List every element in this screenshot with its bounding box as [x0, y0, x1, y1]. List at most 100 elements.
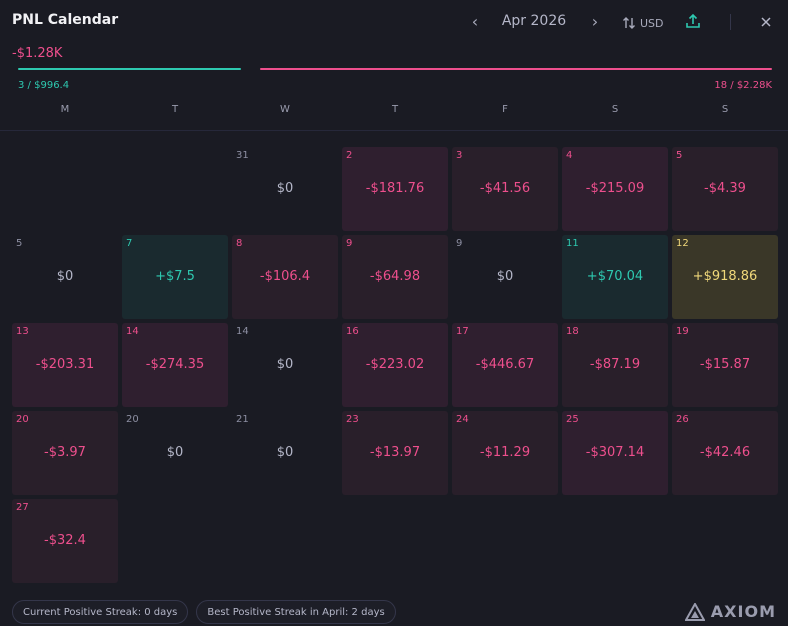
- calendar-header: PNL Calendar ‹ Apr 2026 › USD: [0, 0, 788, 44]
- negative-ratio-bar: [260, 68, 772, 70]
- currency-toggle-button[interactable]: USD: [622, 13, 664, 33]
- day-pnl-value: -$203.31: [35, 357, 95, 372]
- calendar-day-cell[interactable]: 18 -$87.19: [562, 323, 668, 407]
- axiom-logo-icon: [684, 602, 705, 621]
- day-pnl-value: -$274.35: [145, 357, 205, 372]
- share-button[interactable]: [684, 12, 702, 32]
- day-number: 13: [16, 326, 29, 337]
- month-label: Apr 2026: [501, 13, 567, 29]
- calendar-day-cell[interactable]: 8 -$106.4: [232, 235, 338, 319]
- calendar-day-cell[interactable]: 19 -$15.87: [672, 323, 778, 407]
- negative-summary: 18 / $2.28K: [714, 80, 772, 91]
- day-pnl-value: +$70.04: [586, 269, 644, 284]
- day-pnl-value: -$15.87: [699, 357, 751, 372]
- day-number: 18: [566, 326, 579, 337]
- positive-ratio-bar: [18, 68, 241, 70]
- day-number: 20: [126, 414, 139, 425]
- day-pnl-value: -$106.4: [259, 269, 311, 284]
- sort-arrows-icon: [623, 17, 635, 29]
- calendar-day-cell[interactable]: 16 -$223.02: [342, 323, 448, 407]
- day-number: 31: [236, 150, 249, 161]
- close-button[interactable]: [756, 12, 776, 32]
- day-number: 8: [236, 238, 243, 249]
- calendar-grid: 31 $0 2 -$181.76 3 -$41.56 4 -$215.09 5 -$4.39 5 $0…: [10, 145, 780, 585]
- weekday-label: F: [502, 104, 508, 115]
- day-pnl-value: -$13.97: [369, 445, 421, 460]
- calendar-day-cell: 21 $0: [232, 411, 338, 495]
- day-pnl-value: -$181.76: [365, 181, 425, 196]
- calendar-day-cell[interactable]: 5 -$4.39: [672, 147, 778, 231]
- weekday-label: S: [611, 104, 619, 115]
- positive-amount: $996.4: [34, 80, 70, 91]
- day-pnl-value: +$918.86: [692, 269, 758, 284]
- day-pnl-value: -$4.39: [704, 181, 746, 196]
- day-number: 23: [346, 414, 359, 425]
- day-pnl-value: -$11.29: [479, 445, 531, 460]
- calendar-day-cell[interactable]: 11 +$70.04: [562, 235, 668, 319]
- calendar-day-cell[interactable]: 12 +$918.86: [672, 235, 778, 319]
- day-number: 27: [16, 502, 29, 513]
- day-number: 26: [676, 414, 689, 425]
- upload-icon: [686, 13, 700, 28]
- day-pnl-value: -$64.98: [369, 269, 421, 284]
- day-pnl-value: -$41.56: [479, 181, 531, 196]
- day-number: 20: [16, 414, 29, 425]
- brand-logo: AXIOM: [684, 602, 776, 621]
- day-number: 16: [346, 326, 359, 337]
- calendar-day-cell[interactable]: 27 -$32.4: [12, 499, 118, 583]
- weekday-label: M: [60, 104, 70, 115]
- calendar-day-cell: 14 $0: [232, 323, 338, 407]
- calendar-day-cell[interactable]: 4 -$215.09: [562, 147, 668, 231]
- calendar-day-cell[interactable]: 14 -$274.35: [122, 323, 228, 407]
- weekday-label: S: [721, 104, 729, 115]
- negative-count: 18: [714, 80, 728, 91]
- currency-label: USD: [640, 16, 664, 30]
- day-pnl-value: -$307.14: [585, 445, 645, 460]
- calendar-day-cell[interactable]: 26 -$42.46: [672, 411, 778, 495]
- day-number: 24: [456, 414, 469, 425]
- day-number: 14: [236, 326, 249, 337]
- calendar-day-cell[interactable]: 2 -$181.76: [342, 147, 448, 231]
- day-pnl-value: $0: [276, 445, 294, 460]
- day-pnl-value: -$3.97: [44, 445, 86, 460]
- prev-month-button[interactable]: ‹: [471, 12, 479, 31]
- calendar-day-cell[interactable]: 3 -$41.56: [452, 147, 558, 231]
- calendar-day-cell[interactable]: 17 -$446.67: [452, 323, 558, 407]
- day-pnl-value: -$215.09: [585, 181, 645, 196]
- day-pnl-value: $0: [166, 445, 184, 460]
- day-pnl-value: +$7.5: [155, 269, 195, 284]
- calendar-day-cell: 5 $0: [12, 235, 118, 319]
- day-pnl-value: $0: [56, 269, 74, 284]
- day-number: 2: [346, 150, 353, 161]
- calendar-day-cell[interactable]: 9 -$64.98: [342, 235, 448, 319]
- day-pnl-value: -$42.46: [699, 445, 751, 460]
- day-number: 3: [456, 150, 463, 161]
- weekday-header: M T W T F S S: [10, 104, 780, 115]
- calendar-day-cell[interactable]: 24 -$11.29: [452, 411, 558, 495]
- day-number: 11: [566, 238, 579, 249]
- negative-amount: $2.28K: [736, 80, 772, 91]
- best-streak-badge: Best Positive Streak in April: 2 days: [196, 600, 396, 624]
- day-pnl-value: -$446.67: [475, 357, 535, 372]
- day-number: 25: [566, 414, 579, 425]
- day-number: 12: [676, 238, 689, 249]
- day-pnl-value: -$32.4: [44, 533, 86, 548]
- calendar-day-cell[interactable]: 23 -$13.97: [342, 411, 448, 495]
- day-number: 19: [676, 326, 689, 337]
- day-number: 17: [456, 326, 469, 337]
- day-number: 5: [676, 150, 683, 161]
- weekday-label: W: [280, 104, 290, 115]
- day-number: 5: [16, 238, 23, 249]
- calendar-day-cell: 9 $0: [452, 235, 558, 319]
- calendar-day-cell[interactable]: 7 +$7.5: [122, 235, 228, 319]
- streak-footer: Current Positive Streak: 0 days Best Pos…: [12, 600, 396, 624]
- calendar-day-cell[interactable]: 13 -$203.31: [12, 323, 118, 407]
- calendar-day-cell: 20 $0: [122, 411, 228, 495]
- header-divider-line: [0, 130, 788, 131]
- day-pnl-value: $0: [276, 357, 294, 372]
- close-icon: [761, 17, 771, 27]
- calendar-day-cell[interactable]: 25 -$307.14: [562, 411, 668, 495]
- next-month-button[interactable]: ›: [591, 12, 599, 31]
- day-pnl-value: $0: [276, 181, 294, 196]
- calendar-day-cell[interactable]: 20 -$3.97: [12, 411, 118, 495]
